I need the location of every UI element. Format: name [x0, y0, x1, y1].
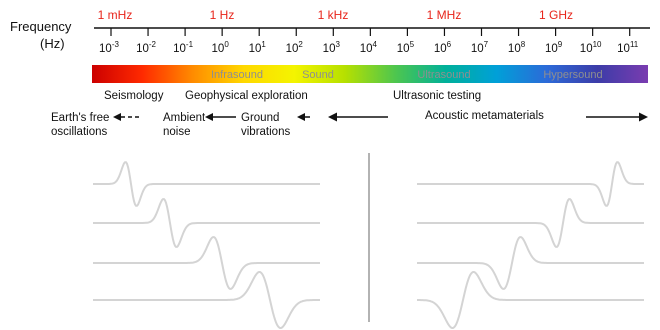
waveforms-left-panel	[93, 161, 320, 329]
axis-tick-label: 100	[212, 40, 230, 55]
axis-tick-label: 10-3	[99, 40, 119, 55]
band-hypersound: Hypersound	[543, 69, 602, 81]
waveforms-right-panel	[417, 161, 644, 329]
source-ground-vibrations-line2: vibrations	[241, 126, 290, 138]
source-earth-free-oscillations-line1: Earth's free	[51, 112, 109, 124]
axis-tick-label: 1010	[580, 40, 602, 55]
band-infrasound: Infrasound	[211, 69, 263, 81]
unit-label-hz: 1 Hz	[210, 8, 235, 22]
application-seismology: Seismology	[104, 90, 164, 102]
unit-label-mhz-mega: 1 MHz	[427, 8, 462, 22]
waveform-trace	[417, 236, 644, 290]
axis-tick-label: 104	[360, 40, 378, 55]
waveform-trace	[417, 271, 644, 329]
axis-tick-labels: 10-3 10-2 10-1 100 101 102 103 104 105 106 107 108 1…	[99, 40, 639, 55]
unit-label-mhz: 1 mHz	[98, 8, 133, 22]
unit-label-khz: 1 kHz	[318, 8, 349, 22]
dashed-arrow-left-icon	[113, 113, 139, 121]
source-ground-vibrations-line1: Ground	[241, 112, 279, 124]
axis-tick-label: 1011	[617, 40, 639, 55]
frequency-title: Frequency	[10, 19, 72, 34]
band-ultrasound: Ultrasound	[417, 69, 470, 81]
source-acoustic-metamaterials: Acoustic metamaterials	[425, 110, 544, 122]
source-ambient-noise-line1: Ambient	[163, 112, 206, 124]
arrow-right-long-icon	[586, 112, 648, 122]
waveform-trace	[93, 271, 320, 329]
waveform-trace	[417, 198, 644, 248]
waveform-trace	[93, 161, 320, 207]
axis-tick-label: 10-2	[136, 40, 156, 55]
band-sound: Sound	[302, 69, 334, 81]
axis-tick-label: 102	[286, 40, 304, 55]
axis-ticks	[110, 28, 631, 36]
source-earth-free-oscillations-line2: oscillations	[51, 126, 107, 138]
axis-tick-label: 106	[434, 40, 452, 55]
application-geophysical-exploration: Geophysical exploration	[185, 90, 308, 102]
source-ambient-noise-line2: noise	[163, 126, 191, 138]
unit-labels: 1 mHz 1 Hz 1 kHz 1 MHz 1 GHz	[98, 8, 573, 22]
axis-tick-label: 109	[545, 40, 563, 55]
spectrum-bar	[92, 65, 648, 83]
unit-label-ghz: 1 GHz	[539, 8, 573, 22]
axis-tick-label: 10-1	[173, 40, 193, 55]
waveform-trace	[417, 161, 644, 207]
axis-tick-label: 105	[397, 40, 415, 55]
arrow-left-long-icon	[328, 112, 388, 122]
axis-tick-label: 108	[508, 40, 526, 55]
waveform-trace	[93, 198, 320, 248]
waveform-trace	[93, 236, 320, 290]
axis-tick-label: 103	[323, 40, 341, 55]
arrow-left-icon	[205, 113, 236, 121]
axis-tick-label: 107	[471, 40, 489, 55]
application-ultrasonic-testing: Ultrasonic testing	[393, 90, 481, 102]
frequency-unit: (Hz)	[40, 36, 65, 51]
arrow-left-icon	[297, 113, 310, 121]
axis-tick-label: 101	[249, 40, 267, 55]
